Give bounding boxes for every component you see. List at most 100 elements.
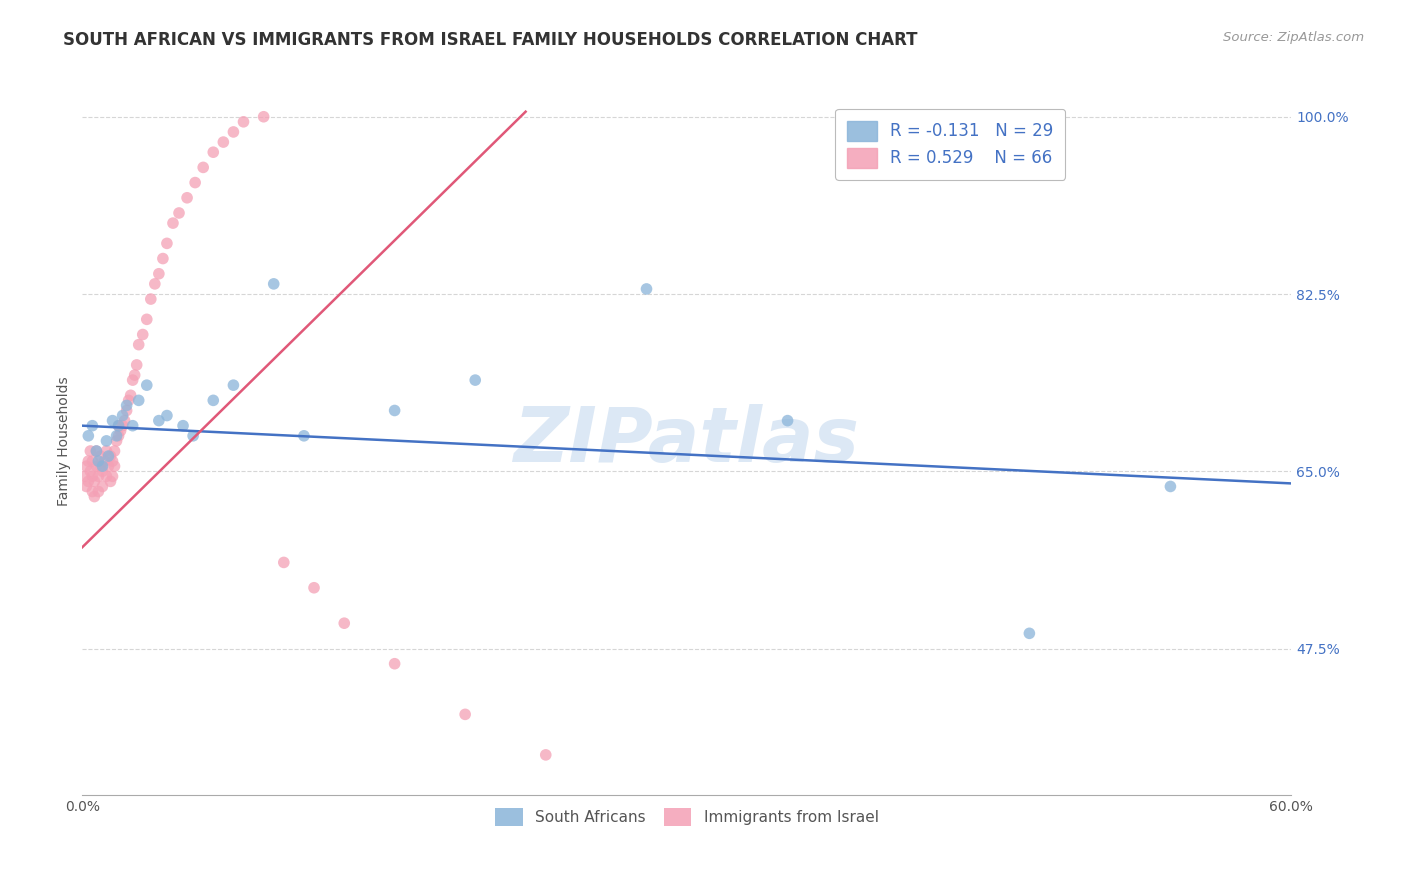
Text: SOUTH AFRICAN VS IMMIGRANTS FROM ISRAEL FAMILY HOUSEHOLDS CORRELATION CHART: SOUTH AFRICAN VS IMMIGRANTS FROM ISRAEL … xyxy=(63,31,918,49)
Point xyxy=(212,135,235,149)
Point xyxy=(96,434,118,448)
Point xyxy=(128,393,150,408)
Point xyxy=(135,378,157,392)
Point xyxy=(184,176,207,190)
Point xyxy=(167,206,190,220)
Point xyxy=(89,449,111,463)
Point xyxy=(79,444,101,458)
Point xyxy=(79,464,101,478)
Point xyxy=(115,403,138,417)
Point xyxy=(333,616,356,631)
Point xyxy=(139,292,162,306)
Point xyxy=(97,449,120,463)
Point xyxy=(132,327,155,342)
Point xyxy=(125,358,148,372)
Point xyxy=(75,459,97,474)
Point xyxy=(87,454,110,468)
Point xyxy=(232,115,254,129)
Point xyxy=(143,277,166,291)
Point xyxy=(73,469,96,483)
Point xyxy=(103,459,125,474)
Point xyxy=(121,418,143,433)
Point xyxy=(263,277,285,291)
Point xyxy=(82,469,104,483)
Point xyxy=(107,418,129,433)
Point xyxy=(107,429,129,443)
Point xyxy=(87,484,110,499)
Point xyxy=(77,429,100,443)
Point xyxy=(83,490,105,504)
Point xyxy=(89,459,111,474)
Point xyxy=(181,429,204,443)
Point xyxy=(152,252,174,266)
Point xyxy=(156,236,179,251)
Point xyxy=(135,312,157,326)
Point xyxy=(636,282,658,296)
Point xyxy=(83,475,105,489)
Point xyxy=(193,161,215,175)
Point xyxy=(302,581,325,595)
Point xyxy=(111,409,134,423)
Point xyxy=(162,216,184,230)
Point xyxy=(292,429,315,443)
Point xyxy=(101,469,124,483)
Y-axis label: Family Households: Family Households xyxy=(58,376,72,506)
Point xyxy=(96,469,118,483)
Point xyxy=(91,459,114,474)
Point xyxy=(91,464,114,478)
Point xyxy=(776,414,799,428)
Point xyxy=(100,475,122,489)
Point xyxy=(87,469,110,483)
Point xyxy=(121,373,143,387)
Point xyxy=(117,393,139,408)
Point xyxy=(172,418,194,433)
Point xyxy=(222,125,245,139)
Point xyxy=(156,409,179,423)
Point xyxy=(1018,626,1040,640)
Point xyxy=(384,403,406,417)
Point xyxy=(148,414,170,428)
Point xyxy=(107,418,129,433)
Point xyxy=(97,459,120,474)
Point xyxy=(82,418,104,433)
Point xyxy=(111,418,134,433)
Point xyxy=(101,454,124,468)
Text: ZIPatlas: ZIPatlas xyxy=(513,404,860,478)
Point xyxy=(176,191,198,205)
Point xyxy=(202,145,225,160)
Point xyxy=(273,556,295,570)
Point xyxy=(77,454,100,468)
Point xyxy=(464,373,486,387)
Point xyxy=(77,475,100,489)
Point xyxy=(1159,479,1181,493)
Point xyxy=(82,454,104,468)
Point xyxy=(120,388,142,402)
Legend: South Africans, Immigrants from Israel: South Africans, Immigrants from Israel xyxy=(488,800,886,834)
Point xyxy=(86,444,108,458)
Point xyxy=(534,747,557,762)
Point xyxy=(454,707,477,722)
Point xyxy=(100,449,122,463)
Point xyxy=(115,399,138,413)
Point xyxy=(253,110,276,124)
Point xyxy=(124,368,146,382)
Point xyxy=(82,484,104,499)
Point xyxy=(93,454,115,468)
Point xyxy=(148,267,170,281)
Point xyxy=(105,434,128,448)
Point xyxy=(202,393,225,408)
Point xyxy=(110,424,132,438)
Point xyxy=(384,657,406,671)
Point xyxy=(128,337,150,351)
Point xyxy=(222,378,245,392)
Point xyxy=(96,444,118,458)
Point xyxy=(86,444,108,458)
Text: Source: ZipAtlas.com: Source: ZipAtlas.com xyxy=(1223,31,1364,45)
Point xyxy=(91,479,114,493)
Point xyxy=(105,429,128,443)
Point xyxy=(86,459,108,474)
Point xyxy=(101,414,124,428)
Point xyxy=(103,444,125,458)
Point xyxy=(114,414,136,428)
Point xyxy=(75,479,97,493)
